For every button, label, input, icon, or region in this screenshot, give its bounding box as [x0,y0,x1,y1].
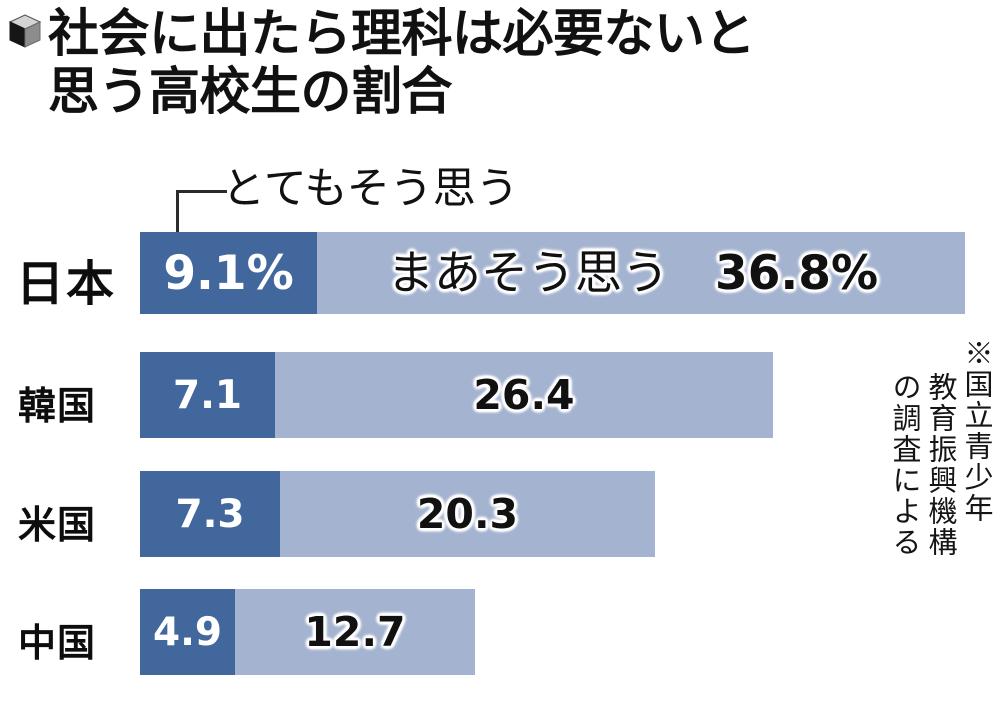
row-label-japan: 日本 [16,256,117,312]
bar-segment-china-somewhat-agree: 12.7 [235,589,475,675]
source-note-column-2: 教育振興機構 [924,372,958,558]
page-title: 社会に出たら理科は必要ないと 思う高校生の割合 [48,6,968,122]
callout-leader-line [176,190,227,241]
bar-value-usa-somewhat-agree: 20.3 [416,489,519,538]
bar-value-japan-very-agree: 9.1% [163,245,294,301]
bar-segment-korea-very-agree: 7.1 [140,352,275,438]
bar-segment-usa-very-agree: 7.3 [140,471,280,557]
bar-value-usa-very-agree: 7.3 [175,491,245,537]
bar-segment-korea-somewhat-agree: 26.4 [275,352,773,438]
source-note-column-1: ※国立青少年 [960,338,994,524]
legend-callout-very-agree: とてもそう思う [222,164,519,214]
row-label-korea: 韓国 [18,384,97,428]
cube-icon [8,14,42,50]
bar-value-china-very-agree: 4.9 [152,609,223,655]
row-label-usa: 米国 [18,503,97,547]
page-title-line-2: 思う高校生の割合 [48,63,453,122]
row-label-china: 中国 [18,621,97,665]
bar-segment-china-very-agree: 4.9 [140,589,235,675]
bar-segment-japan-very-agree: 9.1% [140,232,317,314]
legend-inline-somewhat-agree: まあそう思う [387,245,669,301]
source-note: ※国立青少年 教育振興機構 の調査による [888,338,994,698]
bar-value-japan-somewhat-agree: 36.8% [715,245,879,301]
bar-japan: 9.1% まあそう思う 36.8% [140,232,965,314]
bar-value-korea-very-agree: 7.1 [172,372,243,418]
bar-china: 4.9 12.7 [140,589,475,675]
page-header: 社会に出たら理科は必要ないと 思う高校生の割合 [8,6,968,122]
source-note-column-3: の調査による [888,372,922,558]
bar-value-china-somewhat-agree: 12.7 [304,607,406,656]
bar-usa: 7.3 20.3 [140,471,655,557]
bar-segment-japan-somewhat-agree: まあそう思う 36.8% [317,232,965,314]
page-title-line-1: 社会に出たら理科は必要ないと [48,5,756,64]
bar-segment-usa-somewhat-agree: 20.3 [280,471,655,557]
bar-value-korea-somewhat-agree: 26.4 [473,370,575,419]
bar-korea: 7.1 26.4 [140,352,773,438]
